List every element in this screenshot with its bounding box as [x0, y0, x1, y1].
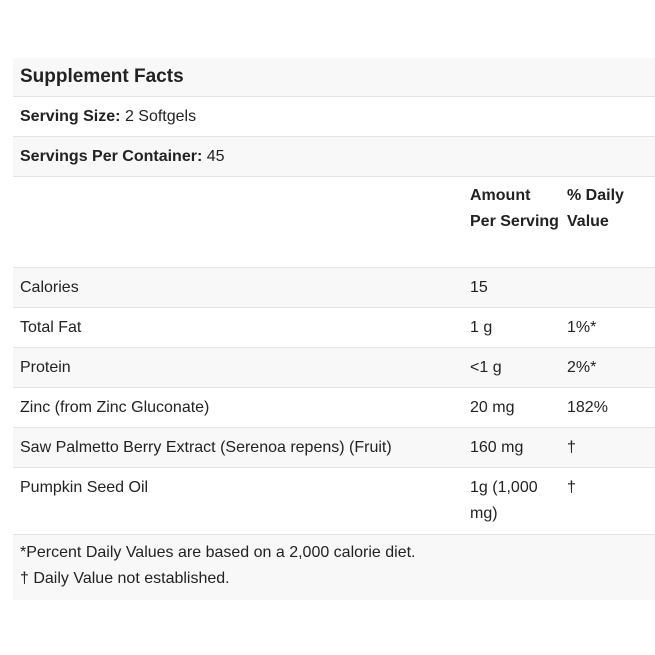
- table-row: Pumpkin Seed Oil 1g (1,000 mg) †: [13, 468, 655, 535]
- servings-per-container-row: Servings Per Container: 45: [13, 137, 655, 177]
- footnotes: *Percent Daily Values are based on a 2,0…: [13, 535, 655, 600]
- column-header-row: Amount Per Serving% Daily Value: [13, 177, 655, 268]
- nutrient-amount: 1 g: [470, 319, 493, 336]
- table-row: Calories 15: [13, 268, 655, 308]
- table-row: Zinc (from Zinc Gluconate) 20 mg 182%: [13, 388, 655, 428]
- nutrient-name: Zinc (from Zinc Gluconate): [20, 399, 210, 416]
- dv-header: % Daily Value: [567, 187, 624, 230]
- nutrient-amount: <1 g: [470, 359, 502, 376]
- nutrient-amount: 15: [470, 279, 488, 296]
- nutrient-dv: †: [567, 439, 576, 456]
- nutrient-amount: 160 mg: [470, 439, 524, 456]
- nutrient-name: Pumpkin Seed Oil: [20, 479, 149, 496]
- nutrient-dv: 1%*: [567, 319, 597, 336]
- nutrient-amount: 1g (1,000 mg): [470, 479, 538, 522]
- nutrient-dv: 2%*: [567, 359, 597, 376]
- nutrient-name: Saw Palmetto Berry Extract (Serenoa repe…: [20, 439, 392, 456]
- nutrient-amount: 20 mg: [470, 399, 515, 416]
- nutrient-name: Total Fat: [20, 319, 82, 336]
- table-row: Saw Palmetto Berry Extract (Serenoa repe…: [13, 428, 655, 468]
- nutrient-dv: †: [567, 479, 576, 496]
- nutrient-name: Protein: [20, 359, 71, 376]
- nutrient-name: Calories: [20, 279, 79, 296]
- nutrient-dv: 182%: [567, 399, 608, 416]
- footnote-not-established: † Daily Value not established.: [20, 570, 230, 587]
- servings-label: Servings Per Container:: [20, 148, 203, 165]
- table-row: Protein <1 g 2%*: [13, 348, 655, 388]
- table-row: Total Fat 1 g 1%*: [13, 308, 655, 348]
- servings-value: 45: [206, 148, 225, 165]
- amount-header: Amount Per Serving: [470, 187, 559, 230]
- table-title: Supplement Facts: [13, 58, 655, 97]
- serving-size-label: Serving Size:: [20, 108, 121, 125]
- serving-size-row: Serving Size: 2 Softgels: [13, 97, 655, 137]
- supplement-facts-table: Supplement Facts Serving Size: 2 Softgel…: [13, 58, 655, 600]
- serving-size-value: 2 Softgels: [124, 108, 197, 125]
- footnote-daily-value: *Percent Daily Values are based on a 2,0…: [20, 544, 416, 561]
